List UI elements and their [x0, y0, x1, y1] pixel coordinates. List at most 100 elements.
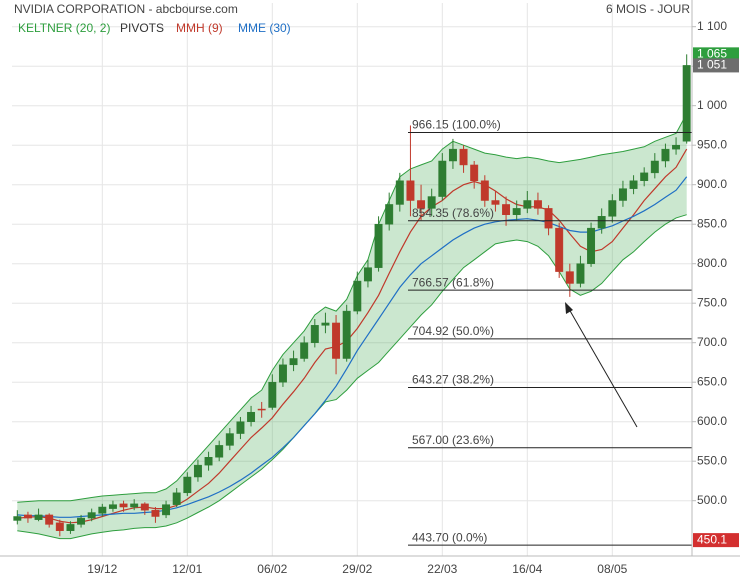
candle-body [650, 160, 659, 174]
candle-body [385, 204, 394, 225]
legend-entry: PIVOTS [120, 21, 164, 35]
candle-body [438, 160, 447, 197]
candle-body [640, 172, 649, 182]
candle-body [77, 517, 86, 525]
legend-entry: MME (30) [238, 21, 291, 35]
candle-body [98, 506, 107, 514]
chart-title: NVIDIA CORPORATION - abcbourse.com [14, 2, 238, 16]
candle-body [23, 514, 32, 519]
fib-label: 567.00 (23.6%) [412, 433, 494, 447]
candle-body [544, 208, 553, 229]
candle-body [140, 503, 149, 511]
candle-body [310, 325, 319, 343]
arrow-head [565, 302, 573, 314]
candle-body [342, 310, 351, 359]
legend: KELTNER (20, 2) PIVOTS MMH (9) MME (30) [18, 21, 291, 35]
x-tick-label: 29/02 [342, 562, 372, 576]
candle-body [87, 512, 96, 519]
grid [12, 3, 692, 556]
candle-body [682, 65, 691, 142]
candle-body [55, 522, 64, 531]
fib-label: 443.70 (0.0%) [412, 530, 487, 544]
candle-body [406, 180, 415, 201]
y-tick-label: 650.0 [697, 374, 727, 388]
candle-body [523, 200, 532, 209]
indicator-lines [17, 148, 688, 524]
y-tick-label: 700.0 [697, 335, 727, 349]
candle-body [448, 148, 457, 162]
candle-body [151, 509, 160, 517]
candle-body [278, 364, 287, 383]
candle-body [225, 433, 234, 446]
candle-body [45, 514, 54, 525]
annotation-arrow [565, 302, 638, 428]
candle-body [576, 263, 585, 284]
fib-label: 704.92 (50.0%) [412, 324, 494, 338]
candle-body [130, 503, 139, 508]
fib-label: 854.35 (78.6%) [412, 206, 494, 220]
keltner-upper [17, 113, 688, 503]
y-tick-label: 1 100 [697, 19, 727, 33]
candle-body [268, 381, 277, 408]
indicator-line [17, 148, 688, 524]
y-tick-label: 900.0 [697, 177, 727, 191]
x-tick-label: 16/04 [512, 562, 542, 576]
price-marker [693, 533, 739, 548]
y-tick-label: 550.0 [697, 453, 727, 467]
price-marker-label: 1 051 [697, 58, 727, 72]
legend-entry: MMH (9) [176, 21, 223, 35]
candle-body [332, 322, 341, 359]
candle-body [608, 200, 617, 217]
candle-body [491, 200, 500, 205]
candle-body [427, 196, 436, 209]
fib-label: 643.27 (38.2%) [412, 373, 494, 387]
candle-body [555, 227, 564, 272]
candle-body [183, 476, 192, 494]
y-tick-label: 950.0 [697, 137, 727, 151]
candle-body [597, 216, 606, 229]
candle-body [459, 148, 468, 166]
fib-label: 966.15 (100.0%) [412, 118, 501, 132]
candle-body [618, 188, 627, 201]
indicator-line [17, 176, 688, 518]
arrow-line [568, 308, 638, 428]
candle-body [629, 180, 638, 189]
candle-body [417, 200, 426, 209]
y-tick-label: 800.0 [697, 256, 727, 270]
candle-body [363, 267, 372, 282]
candle-body [172, 492, 181, 505]
candle-body [215, 445, 224, 458]
candle-body [119, 503, 128, 508]
candle-body [204, 457, 213, 466]
candle-body [13, 516, 22, 521]
candle-body [470, 164, 479, 181]
legend-entry: KELTNER (20, 2) [18, 21, 110, 35]
price-marker [693, 58, 739, 73]
candle-body [300, 342, 309, 359]
y-tick-label: 600.0 [697, 414, 727, 428]
price-marker [693, 47, 739, 62]
candle-body [321, 322, 330, 326]
candle-body [512, 208, 521, 215]
candle-body [533, 200, 542, 209]
candle-body [247, 411, 256, 422]
y-tick-label: 850.0 [697, 216, 727, 230]
period: 6 MOIS - JOUR [606, 2, 690, 16]
x-tick-label: 22/03 [427, 562, 457, 576]
candle-body [66, 524, 75, 531]
candle-body [289, 358, 298, 366]
candle-body [236, 421, 245, 434]
candle-body [480, 180, 489, 201]
x-tick-label: 08/05 [597, 562, 627, 576]
x-tick-label: 06/02 [257, 562, 287, 576]
price-marker-label: 450.1 [697, 532, 727, 546]
candle-body [672, 144, 681, 150]
candle-body [502, 204, 511, 215]
fib-label: 766.57 (61.8%) [412, 275, 494, 289]
candle-body [162, 504, 171, 516]
candle-body [193, 464, 202, 478]
y-tick-label: 750.0 [697, 295, 727, 309]
candle-body [34, 514, 43, 520]
